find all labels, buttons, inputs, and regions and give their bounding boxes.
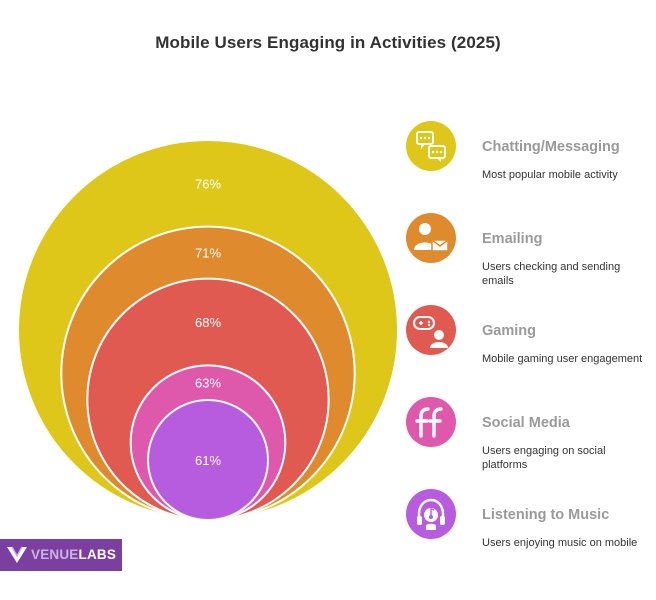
music-headphones-icon <box>405 488 457 540</box>
legend-description: Mobile gaming user engagement <box>482 353 643 365</box>
legend-description: Most popular mobile activity <box>482 169 618 181</box>
legend-item-music: Listening to Music Users enjoying music … <box>405 486 650 566</box>
value-label-emailing: 71% <box>195 246 221 261</box>
legend-description: Users enjoying music on mobile <box>482 537 638 549</box>
legend-label: Emailing <box>482 231 543 247</box>
legend-item-chatting: Chatting/Messaging Most popular mobile a… <box>405 118 650 198</box>
email-user-icon <box>405 212 457 264</box>
venuelabs-logo: VENUELABS <box>0 539 122 571</box>
value-label-music: 61% <box>195 453 221 468</box>
social-media-ff-icon <box>405 396 457 448</box>
legend-item-social-media: Social Media Users engaging on social pl… <box>405 394 650 474</box>
brand-name: VENUELABS <box>31 547 116 562</box>
legend-item-emailing: Emailing Users checking and sending emai… <box>405 210 650 290</box>
venuelabs-v-logo-icon <box>7 546 27 563</box>
chat-bubbles-icon <box>405 120 457 172</box>
legend-label: Listening to Music <box>482 507 610 523</box>
legend-description: Users engaging on social platforms <box>482 445 606 471</box>
chart-title: Mobile Users Engaging in Activities (202… <box>155 33 501 52</box>
value-label-social-media: 63% <box>195 376 221 391</box>
brand-name-part2: LABS <box>78 547 117 562</box>
gamepad-user-icon <box>405 304 457 356</box>
value-label-chatting: 76% <box>195 176 221 191</box>
legend-label: Chatting/Messaging <box>482 139 620 155</box>
legend-item-gaming: Gaming Mobile gaming user engagement <box>405 302 650 382</box>
legend-label: Social Media <box>482 415 570 431</box>
legend-description: Users checking and sending emails <box>482 261 621 287</box>
legend-label: Gaming <box>482 323 536 339</box>
circle-music <box>147 399 269 521</box>
value-label-gaming: 68% <box>195 315 221 330</box>
brand-name-part1: VENUE <box>31 547 79 562</box>
